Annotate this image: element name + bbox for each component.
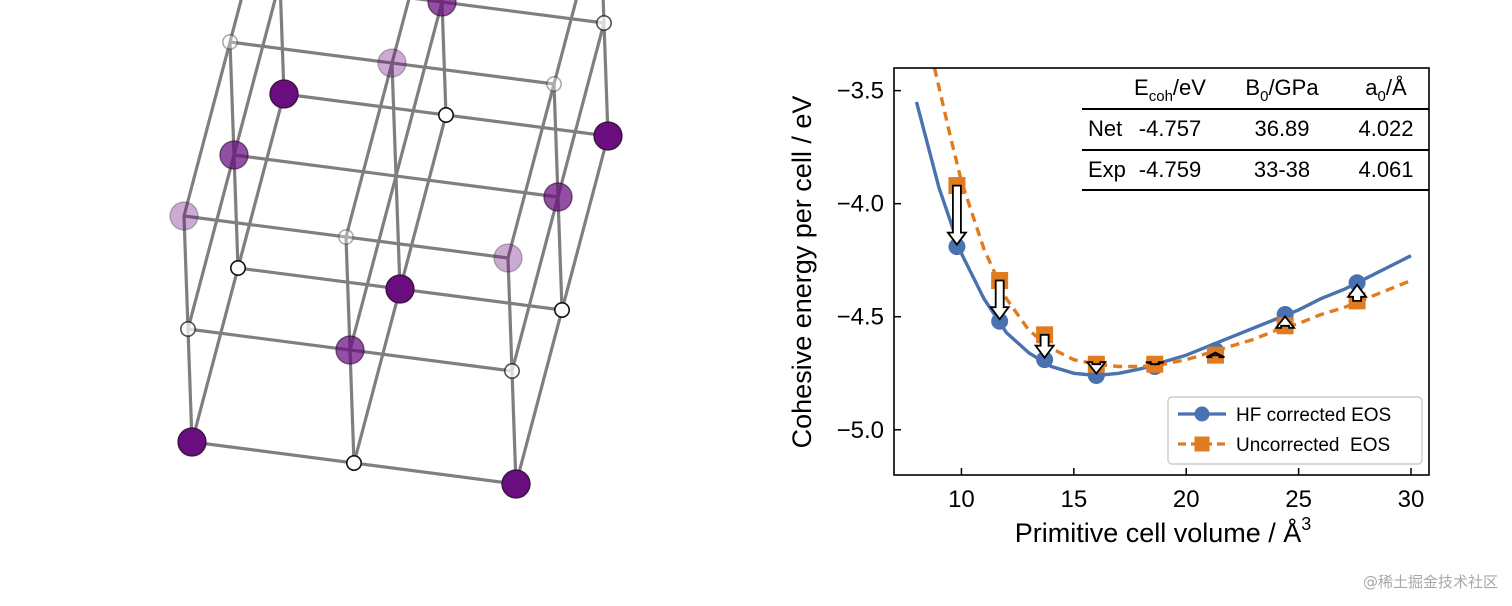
anion-atom	[595, 15, 612, 31]
x-axis-title: Primitive cell volume / Å3	[1015, 514, 1312, 548]
table-background	[1082, 70, 1427, 190]
cation-atom	[427, 0, 457, 17]
y-tick-label: −4.5	[837, 304, 884, 331]
correction-arrow	[1346, 283, 1368, 302]
lattice-edge	[279, 0, 286, 96]
x-tick-label: 20	[1173, 486, 1200, 513]
correction-arrow	[1205, 351, 1225, 359]
cation-atom	[219, 140, 249, 170]
anion-atom	[337, 229, 354, 246]
anion-atom	[553, 301, 570, 318]
x-tick-label: 25	[1285, 486, 1312, 513]
lattice-edge	[506, 0, 578, 260]
table-header: Ecoh/eV	[1134, 75, 1206, 105]
table-header: B0/GPa	[1245, 75, 1319, 105]
x-tick-label: 15	[1060, 486, 1087, 513]
table-cell: 4.061	[1358, 157, 1413, 182]
table-header: a0/Å	[1365, 75, 1407, 105]
table-cell: Net	[1088, 116, 1122, 141]
cation-atom	[269, 79, 299, 109]
rocksalt-lattice-diagram	[169, 0, 623, 499]
series-curve-1	[932, 68, 1412, 369]
watermark-text: @稀土掘金技术社区	[1362, 573, 1498, 591]
results-table: Ecoh/eV B0/GPa a0/Å Net -4.757 36.89 4.022 Exp -…	[1082, 70, 1429, 191]
table-cell: 36.89	[1254, 116, 1309, 141]
cation-atom	[543, 182, 573, 212]
correction-arrow	[946, 184, 968, 247]
lattice-edge	[182, 214, 510, 260]
lattice-atoms	[169, 0, 623, 499]
correction-arrow	[1085, 361, 1108, 375]
anion-atom	[222, 33, 239, 50]
lattice-edge	[348, 0, 444, 352]
series-0-point	[948, 238, 966, 256]
y-tick-label: −4.0	[837, 191, 884, 218]
table-cell: -4.759	[1139, 157, 1201, 182]
cation-atom	[377, 48, 407, 78]
y-axis-title: Cohesive energy per cell / eV	[787, 96, 817, 449]
series-0-point	[1348, 274, 1366, 292]
axes: 10 15 20 25 30 −5.0 −4.5 −4.0 −3.5	[837, 67, 1430, 513]
table-cell: Exp	[1088, 157, 1126, 182]
legend-label: Uncorrected EOS	[1236, 435, 1390, 456]
cation-atom	[169, 201, 199, 231]
cation-atom	[593, 121, 623, 151]
cation-atom	[493, 243, 523, 273]
x-tick-label: 10	[948, 486, 975, 513]
table-cell: 4.022	[1358, 116, 1413, 141]
plot-area	[914, 68, 1412, 385]
legend-marker	[1194, 406, 1210, 422]
legend: HF corrected EOS Uncorrected EOS	[1167, 396, 1423, 465]
anion-atom	[503, 362, 520, 379]
x-tick-label: 30	[1398, 486, 1425, 513]
series-0-point	[1036, 351, 1054, 369]
anion-atom	[437, 107, 454, 124]
cation-atom	[385, 274, 415, 304]
legend-marker	[1194, 436, 1210, 452]
series-0-point	[991, 312, 1009, 330]
legend-box	[1167, 396, 1423, 465]
y-tick-label: −5.0	[837, 417, 884, 444]
anion-atom	[230, 259, 247, 276]
anion-atom	[545, 76, 562, 93]
cation-atom	[335, 335, 365, 365]
table-cell: 33-38	[1254, 157, 1310, 182]
table-cell: -4.757	[1139, 116, 1201, 141]
legend-label: HF corrected EOS	[1236, 405, 1391, 426]
lattice-edge	[228, 40, 556, 86]
correction-arrow	[1033, 333, 1056, 360]
plot-frame	[893, 67, 1430, 476]
correction-arrow	[1145, 361, 1165, 366]
anion-atom	[345, 454, 362, 471]
anion-atom	[180, 320, 197, 337]
cation-atom	[501, 469, 531, 499]
correction-arrow	[1274, 315, 1296, 329]
y-tick-label: −3.5	[837, 78, 884, 105]
correction-arrow	[988, 279, 1011, 321]
cation-atom	[177, 427, 207, 457]
